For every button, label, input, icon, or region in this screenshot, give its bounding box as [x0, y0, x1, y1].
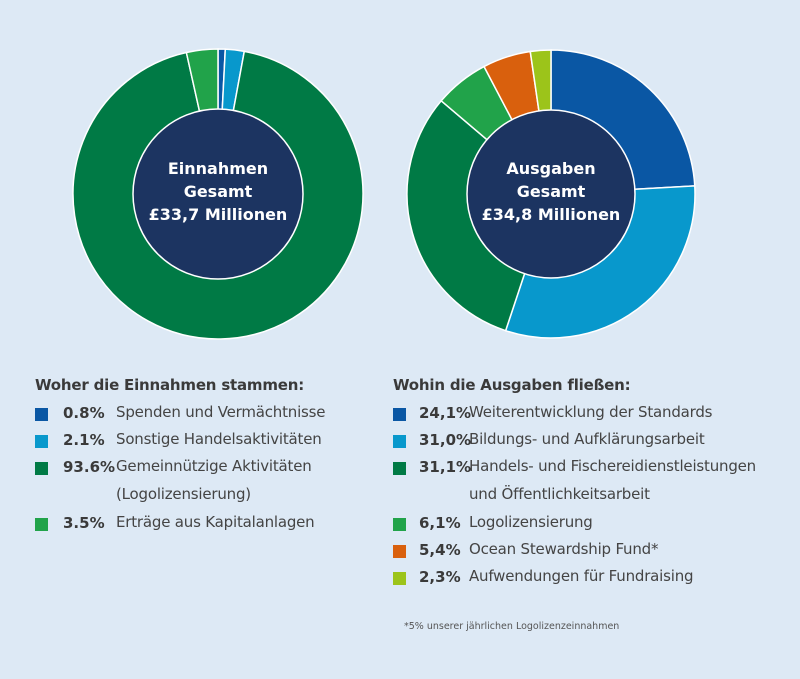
legend-item: 0.8% Spenden und Vermächtnisse — [35, 403, 326, 431]
legend-label: Bildungs- und Aufklärungsarbeit — [469, 430, 705, 448]
legend-percent: 2,3% — [419, 568, 461, 586]
income-legend: Woher die Einnahmen stammen: 0.8% Spende… — [35, 376, 326, 541]
legend-label: Weiterentwicklung der Standards — [469, 403, 713, 421]
expense-center-text-line: Ausgaben — [506, 159, 595, 178]
legend-label: Handels- und Fischereidienstleistungen — [469, 457, 756, 475]
legend-swatch — [35, 435, 48, 448]
legend-percent: 31,0% — [419, 431, 472, 449]
expense-center-text-line: £34,8 Millionen — [482, 205, 621, 224]
legend-label: Aufwendungen für Fundraising — [469, 567, 694, 585]
legend-percent: 93.6% — [63, 458, 116, 476]
legend-swatch — [393, 545, 406, 558]
income-center-circle — [132, 108, 304, 280]
income-center-text-line: Einnahmen — [168, 159, 268, 178]
income-center-text-line: £33,7 Millionen — [149, 205, 288, 224]
legend-label: Gemeinnützige Aktivitäten — [116, 457, 312, 475]
legend-swatch — [35, 462, 48, 475]
legend-percent: 6,1% — [419, 514, 461, 532]
legend-item: 5,4% Ocean Stewardship Fund* — [393, 540, 658, 568]
legend-percent: 0.8% — [63, 404, 105, 422]
legend-label: Erträge aus Kapitalanlagen — [116, 513, 315, 531]
legend-label: Sonstige Handelsaktivitäten — [116, 430, 322, 448]
legend-item: 93.6% Gemeinnützige Aktivitäten (Logoliz… — [35, 457, 312, 514]
legend-item: 31,0% Bildungs- und Aufklärungsarbeit — [393, 430, 705, 458]
legend-swatch — [393, 572, 406, 585]
income-legend-title: Woher die Einnahmen stammen: — [35, 376, 305, 394]
legend-label: Logolizensierung — [469, 513, 593, 531]
legend-swatch — [35, 518, 48, 531]
footnote: *5% unserer jährlichen Logolizenzeinnahm… — [404, 621, 620, 632]
legend-percent: 31,1% — [419, 458, 472, 476]
legend-percent: 24,1% — [419, 404, 472, 422]
legend-swatch — [393, 435, 406, 448]
legend-item: 6,1% Logolizensierung — [393, 513, 630, 541]
expense-donut: Ausgaben Gesamt £34,8 Millionen — [406, 49, 696, 339]
legend-percent: 2.1% — [63, 431, 105, 449]
income-center-text-line: Gesamt — [184, 182, 253, 201]
legend-label: Spenden und Vermächtnisse — [116, 403, 326, 421]
legend-item: 2,3% Aufwendungen für Fundraising — [393, 567, 694, 595]
legend-percent: 3.5% — [63, 514, 105, 532]
legend-item: 2.1% Sonstige Handelsaktivitäten — [35, 430, 322, 458]
expense-center-text-line: Gesamt — [517, 182, 586, 201]
income-donut: Einnahmen Gesamt £33,7 Millionen — [72, 48, 364, 340]
legend-swatch — [393, 518, 406, 531]
legend-label-line2: und Öffentlichkeitsarbeit — [469, 485, 650, 503]
expense-legend-title: Wohin die Ausgaben fließen: — [393, 376, 631, 394]
legend-swatch — [393, 408, 406, 421]
expense-center-circle — [466, 109, 636, 279]
legend-item: 24,1% Weiterentwicklung der Standards — [393, 403, 712, 431]
legend-percent: 5,4% — [419, 541, 461, 559]
legend-swatch — [35, 408, 48, 421]
legend-swatch — [393, 462, 406, 475]
expense-legend: Wohin die Ausgaben fließen: 24,1% Weiter… — [393, 376, 756, 595]
legend-label: Ocean Stewardship Fund* — [469, 540, 659, 558]
legend-item: 31,1% Handels- und Fischereidienstleistu… — [393, 457, 756, 514]
legend-label-line2: (Logolizensierung) — [116, 485, 251, 503]
donut-charts: Einnahmen Gesamt £33,7 Millionen Ausgaben G… — [72, 48, 696, 340]
legend-item: 3.5% Erträge aus Kapitalanlagen — [35, 513, 315, 541]
